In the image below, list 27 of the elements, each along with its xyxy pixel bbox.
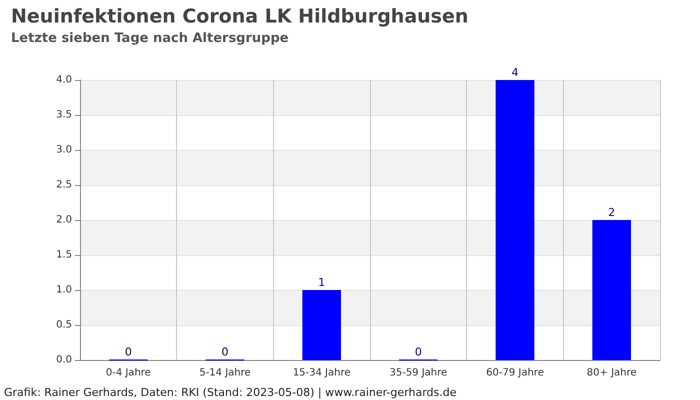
chart-title: Neuinfektionen Corona LK Hildburghausen [11,6,468,28]
y-tick-label: 3.5 [56,110,72,120]
y-tick-label: 1.0 [56,284,72,296]
x-tick-label: 0-4 Jahre [106,368,151,378]
y-tick-label: 0.0 [56,354,72,366]
x-tick-label: 35-59 Jahre [389,368,448,378]
bar [496,80,534,360]
y-tick-label: 2.5 [56,180,72,190]
data-label: 0 [414,346,422,358]
y-tick-label: 3.0 [56,144,72,156]
x-tick-label: 80+ Jahre [586,368,637,378]
data-label: 4 [512,66,518,79]
bar [592,220,631,360]
y-tick-label: 2.0 [56,214,72,226]
data-label: 2 [608,206,616,219]
y-tick-label: 4.0 [56,74,72,86]
x-tick-label: 15-34 Jahre [292,368,351,378]
bar [302,290,341,360]
y-tick-label: 0.5 [56,320,72,330]
text: Grafik: Rainer Gerhards, Daten: RKI (Stand: 2023-05-08) | www.rainer-gerhards.de [4,386,457,399]
x-tick-label: 60-79 Jahre [486,368,544,378]
data-label: 0 [124,346,132,358]
data-label: 1 [318,276,326,289]
data-label: 0 [222,346,228,358]
x-tick-label: 5-14 Jahre [199,368,251,378]
chart-subtitle: Letzte sieben Tage nach Altersgruppe [11,31,289,46]
y-tick-label: 1.5 [56,250,72,260]
